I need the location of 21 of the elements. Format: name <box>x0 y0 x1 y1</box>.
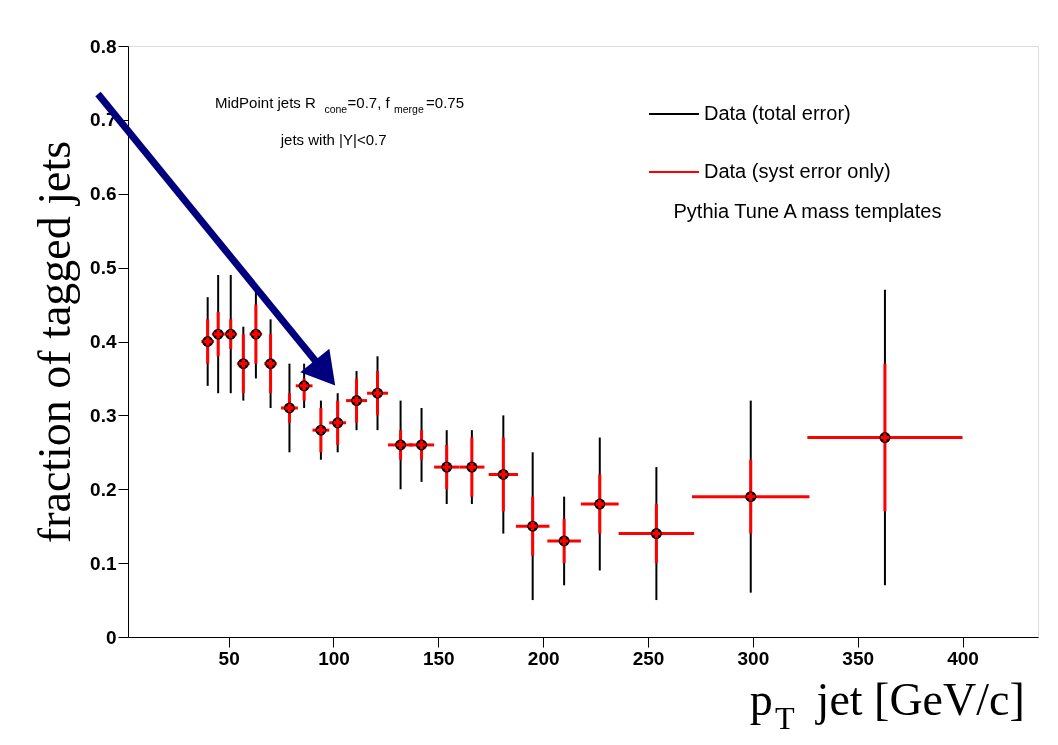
x-tick-label: 300 <box>737 647 770 669</box>
legend-label: Data (total error) <box>704 102 851 124</box>
y-axis-title: fraction of tagged jets <box>29 140 81 544</box>
x-tick-label: 50 <box>218 647 240 669</box>
y-tick-label: 0 <box>105 626 117 648</box>
y-tick-label: 0.2 <box>90 478 117 500</box>
y-tick-label: 0.1 <box>90 552 117 574</box>
annotation: Pythia Tune A mass templates <box>673 200 942 222</box>
x-tick-label: 250 <box>632 647 665 669</box>
y-tick-label: 0.8 <box>90 35 117 57</box>
x-tick-label: 400 <box>947 647 979 669</box>
x-tick-label: 200 <box>527 647 560 669</box>
y-tick-label: 0.5 <box>90 257 117 279</box>
legend-label: Data (syst error only) <box>704 160 891 182</box>
y-tick-label: 0.4 <box>90 331 117 352</box>
x-tick-label: 100 <box>318 647 350 669</box>
y-tick-label: 0.6 <box>90 183 117 205</box>
annotation: jets with |Y|<0.7 <box>279 131 387 148</box>
x-tick-label: 150 <box>422 647 455 669</box>
y-tick-label: 0.3 <box>90 404 117 426</box>
x-tick-label: 350 <box>842 647 875 669</box>
